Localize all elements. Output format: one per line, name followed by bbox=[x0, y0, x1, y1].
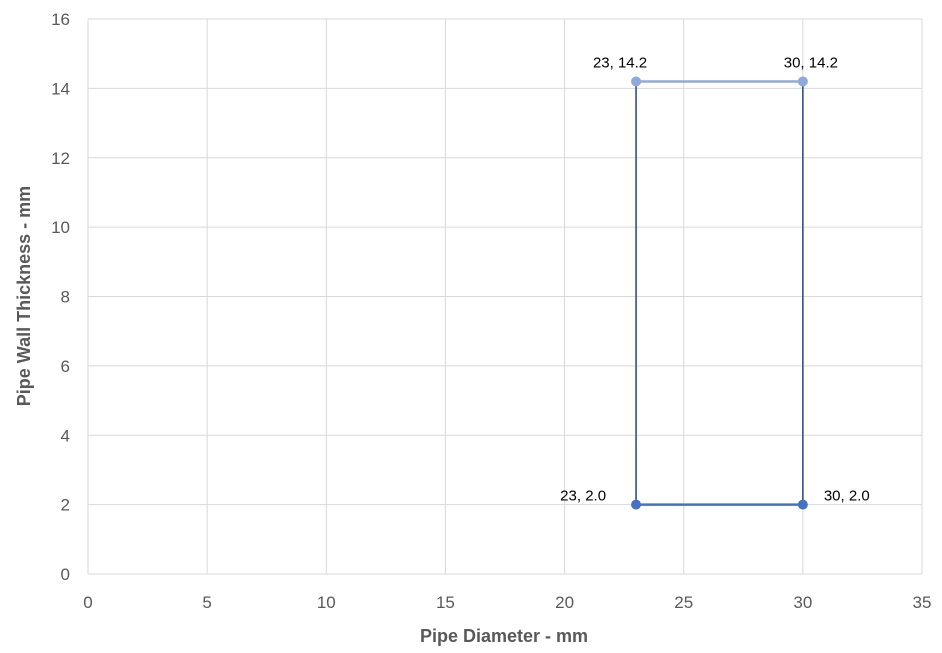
y-tick-label: 10 bbox=[51, 218, 70, 237]
data-labels: 23, 14.2 30, 14.2 23, 2.0 30, 2.0 bbox=[560, 54, 870, 504]
data-point bbox=[797, 499, 808, 510]
data-label: 30, 2.0 bbox=[824, 488, 870, 505]
x-tick-label: 30 bbox=[793, 593, 812, 612]
data-point bbox=[631, 76, 642, 87]
y-tick-label: 14 bbox=[51, 79, 70, 98]
x-tick-label: 0 bbox=[83, 593, 92, 612]
y-tick-label: 4 bbox=[61, 426, 70, 445]
x-axis-title: Pipe Diameter - mm bbox=[420, 626, 588, 646]
tick-labels: 0 2 4 6 8 10 12 14 16 0 5 10 15 20 25 30 35 bbox=[51, 10, 931, 612]
y-tick-label: 16 bbox=[51, 10, 70, 29]
data-label: 23, 14.2 bbox=[593, 54, 647, 71]
x-tick-label: 15 bbox=[436, 593, 455, 612]
y-tick-label: 6 bbox=[61, 357, 70, 376]
x-tick-label: 20 bbox=[555, 593, 574, 612]
data-point bbox=[631, 499, 642, 510]
x-tick-label: 5 bbox=[202, 593, 211, 612]
y-tick-label: 0 bbox=[61, 565, 70, 584]
y-axis-title: Pipe Wall Thickness - mm bbox=[14, 186, 34, 406]
data-point bbox=[797, 76, 808, 87]
y-tick-label: 12 bbox=[51, 149, 70, 168]
data-label: 23, 2.0 bbox=[560, 488, 606, 505]
grid-lines bbox=[87, 18, 923, 575]
x-tick-label: 25 bbox=[674, 593, 693, 612]
y-tick-label: 8 bbox=[61, 288, 70, 307]
x-tick-label: 10 bbox=[317, 593, 336, 612]
y-tick-label: 2 bbox=[61, 496, 70, 515]
x-tick-label: 35 bbox=[913, 593, 932, 612]
data-series bbox=[631, 76, 808, 510]
data-label: 30, 14.2 bbox=[784, 54, 838, 71]
